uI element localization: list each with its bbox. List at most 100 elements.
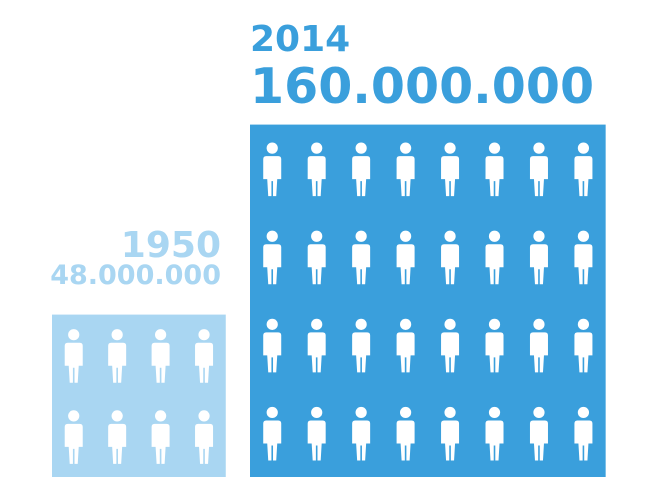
person-icon-head [488, 142, 501, 154]
bar-2014 [250, 124, 606, 477]
person-icon-body [574, 156, 593, 197]
person-icon-body [108, 423, 127, 464]
person-icon [307, 142, 326, 197]
year-label-2014: 2014 [250, 19, 351, 60]
person-icon-head [533, 230, 545, 242]
person-icon [396, 318, 415, 373]
person-icon-body [151, 342, 170, 383]
person-icon [529, 318, 548, 373]
person-icon-body [151, 423, 170, 464]
person-icon [263, 230, 282, 285]
year-label-1950: 1950 [120, 225, 221, 266]
person-icon-head [444, 406, 456, 419]
person-icon-body [441, 244, 460, 285]
person-icon-body [396, 156, 415, 197]
person-icon-body [441, 156, 460, 197]
person-icon-head [399, 230, 412, 242]
person-icon-body [396, 420, 415, 461]
bar-1950 [52, 314, 226, 477]
person-icon-head [266, 318, 278, 330]
person-icon [195, 329, 214, 383]
person-icon [441, 406, 460, 461]
person-icon [352, 406, 371, 461]
person-icon-body [195, 342, 214, 383]
person-icon-head [311, 230, 323, 242]
person-icon-body [307, 420, 326, 461]
person-icon-body [485, 156, 504, 197]
person-icon [485, 406, 504, 461]
person-icon-body [529, 156, 548, 197]
person-icon-body [485, 332, 504, 373]
person-icon-body [396, 244, 415, 285]
person-icon-head [311, 406, 323, 419]
person-icon [64, 329, 83, 383]
person-icon-head [266, 142, 278, 154]
person-icon-head [488, 230, 501, 242]
person-icon-body [263, 420, 282, 461]
person-icon-body [529, 244, 548, 285]
person-icon [352, 230, 371, 285]
person-icon-head [488, 318, 501, 330]
person-icon-head [111, 329, 123, 341]
person-icon-body [108, 342, 127, 383]
person-icon-head [155, 329, 167, 341]
person-icon-head [311, 318, 323, 330]
person-icon-head [577, 142, 590, 154]
person-icon [263, 406, 282, 461]
person-icon-body [441, 332, 460, 373]
person-icon [307, 406, 326, 461]
person-icon-body [263, 332, 282, 373]
person-icon-head [355, 318, 367, 330]
person-icon-body [485, 244, 504, 285]
person-icon-head [111, 410, 123, 422]
value-label-2014: 160.000.000 [250, 58, 595, 115]
person-icon-head [266, 406, 278, 419]
person-icon-head [533, 142, 545, 154]
person-icon [263, 142, 282, 197]
person-icon [485, 230, 504, 285]
person-icon-body [64, 342, 83, 383]
person-icon [64, 410, 83, 464]
person-icon-body [307, 244, 326, 285]
person-icon-head [68, 329, 80, 341]
person-icon-head [533, 318, 545, 330]
person-icon-head [444, 230, 456, 242]
person-icon-head [444, 142, 456, 154]
person-icon-head [266, 230, 278, 242]
person-icon-body [441, 420, 460, 461]
value-label-1950: 48.000.000 [50, 260, 221, 291]
person-icon-body [529, 332, 548, 373]
person-icon [574, 142, 593, 197]
person-icon-head [399, 318, 412, 330]
person-icon-head [155, 410, 167, 422]
person-icon [307, 318, 326, 373]
person-icon-body [529, 420, 548, 461]
person-icon-body [64, 423, 83, 464]
person-icon [396, 406, 415, 461]
person-icon-body [263, 244, 282, 285]
person-icon [352, 142, 371, 197]
person-icon-head [198, 410, 210, 422]
person-icon [529, 230, 548, 285]
person-icon [529, 406, 548, 461]
person-icon [529, 142, 548, 197]
person-icon-body [307, 332, 326, 373]
person-icon-body [195, 423, 214, 464]
person-icon-head [355, 230, 367, 242]
person-icon [574, 230, 593, 285]
person-icon [307, 230, 326, 285]
person-icon-head [533, 406, 545, 419]
person-icon-head [68, 410, 80, 422]
person-icon-body [396, 332, 415, 373]
person-icon [195, 410, 214, 464]
person-icon-head [577, 406, 590, 419]
person-icon [485, 318, 504, 373]
person-icon-body [574, 420, 593, 461]
person-icon-body [352, 332, 371, 373]
person-icon [441, 318, 460, 373]
person-icon-head [198, 329, 210, 341]
person-icon [441, 142, 460, 197]
person-icon-body [574, 332, 593, 373]
person-icon [396, 230, 415, 285]
person-icon [574, 318, 593, 373]
